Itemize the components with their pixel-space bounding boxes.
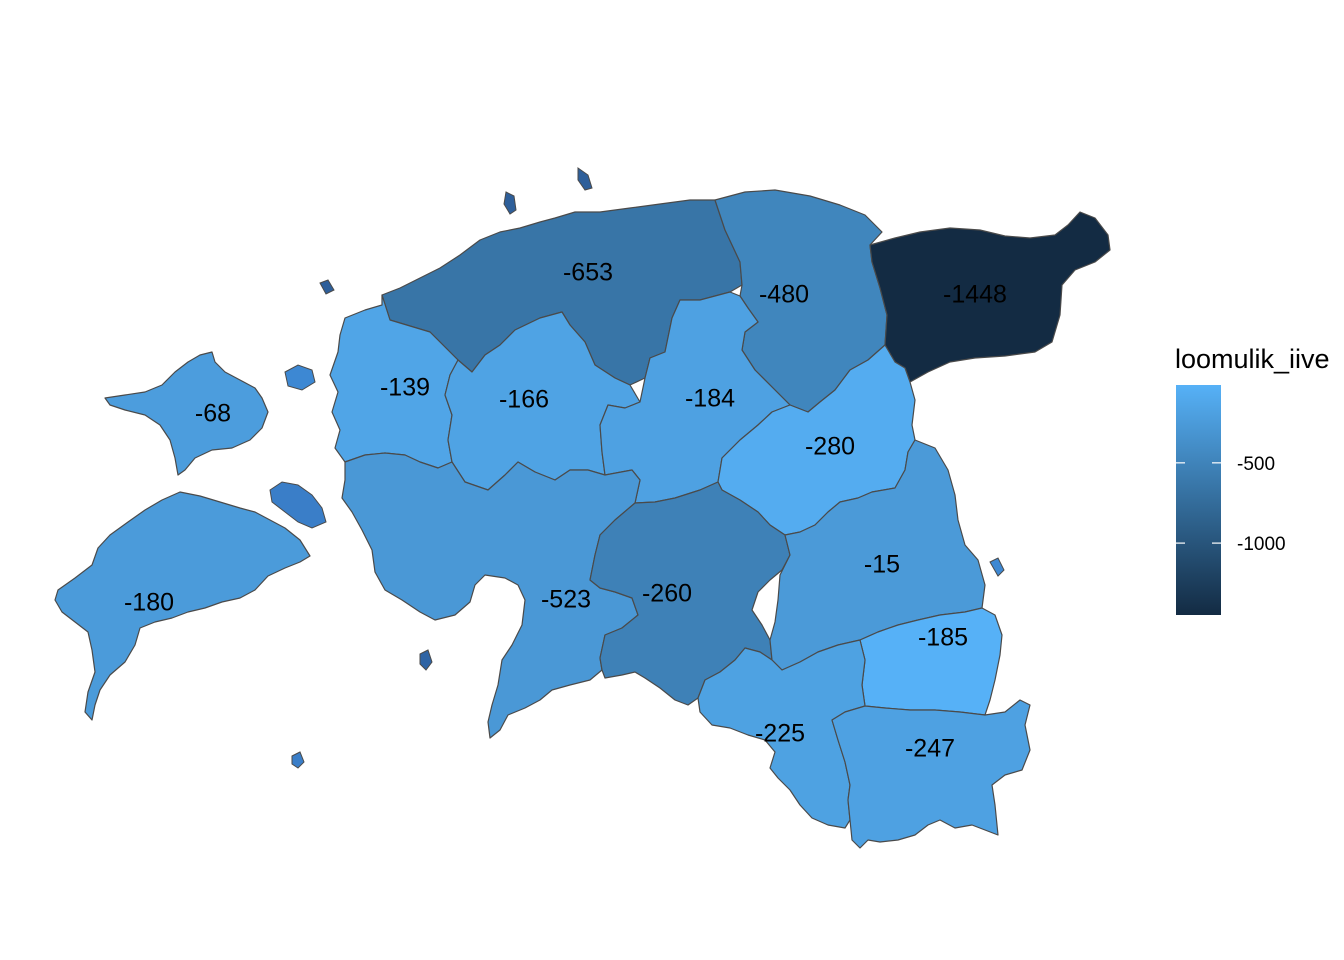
island-prangli [577, 167, 593, 191]
region-label: -139 [380, 374, 430, 402]
legend-tick-label: -1000 [1237, 534, 1286, 555]
region-voru[interactable] [831, 699, 1031, 849]
region-label: -180 [124, 589, 174, 617]
island-piirissaar [989, 557, 1005, 577]
region-label: -523 [541, 586, 591, 614]
region-saaremaa[interactable] [54, 491, 311, 721]
region-label: -68 [195, 400, 231, 428]
legend-colorbar [1176, 385, 1221, 615]
region-label: -166 [499, 386, 549, 414]
island-kihnu [419, 649, 433, 671]
island-osmussaar [319, 279, 335, 295]
small-islands-layer [269, 167, 1005, 769]
region-label: -15 [864, 551, 900, 579]
legend-title: loomulik_iive [1175, 344, 1330, 374]
legend: loomulik_iive -500 -1000 [1175, 344, 1330, 615]
region-label: -185 [918, 624, 968, 652]
island-vormsi [284, 364, 316, 391]
region-parnu[interactable] [341, 452, 641, 739]
island-muhu [269, 481, 327, 529]
region-label: -225 [755, 720, 805, 748]
region-label: -184 [685, 385, 735, 413]
island-ruhnu [291, 751, 305, 769]
region-hiiumaa[interactable] [104, 351, 269, 476]
regions-layer [54, 189, 1111, 849]
region-label: -280 [805, 433, 855, 461]
island-naissaar [503, 191, 517, 215]
legend-ticks: -500 -1000 [1176, 454, 1286, 555]
region-label: -247 [905, 735, 955, 763]
region-label: -480 [759, 281, 809, 309]
region-label: -653 [563, 259, 613, 287]
region-labels: -653 -480 -1448 -139 -166 -184 -68 -280 … [124, 259, 1007, 763]
region-label: -260 [642, 580, 692, 608]
legend-tick-label: -500 [1237, 454, 1275, 475]
region-tartu[interactable] [769, 439, 986, 671]
region-label: -1448 [943, 281, 1007, 309]
